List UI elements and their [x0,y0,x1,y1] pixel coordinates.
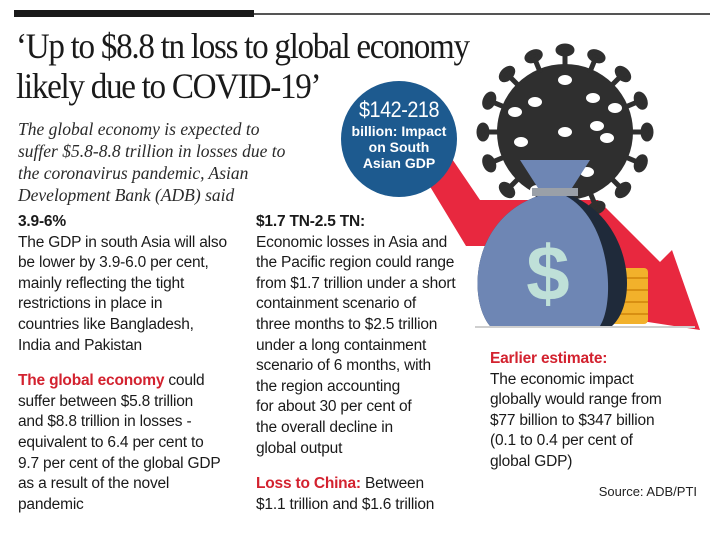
standfirst-line: The global economy is expected to [18,119,260,139]
text-line: India and Pakistan [18,336,142,354]
virus-spike-tip [555,43,575,57]
text-line: Loss to China: Between [256,474,456,495]
text-line: restrictions in place in [18,295,163,313]
virus-dot [586,93,600,103]
text-fragment: Between [360,475,424,493]
virus-spike-tip [498,65,516,83]
text-line: and $8.8 trillion in losses - [18,413,192,431]
text-line: $77 billion to $347 billion [490,411,655,429]
column-south-asia: 3.9-6% The GDP in south Asia will also b… [18,212,227,515]
column-earlier-estimate: Earlier estimate: The economic impact gl… [490,349,662,473]
text-line: the overall decline in [256,418,393,436]
text-line: suffer between $5.8 trillion [18,392,194,410]
headline-line: likely due to COVID-19’ [16,66,322,106]
text-line: globally would range from [490,391,662,409]
badge-line: billion: Impact [351,123,447,139]
text-line: $1.1 trillion and $1.6 trillion [256,495,435,513]
virus-spike-tip [614,65,632,83]
text-line: The global economy could [18,371,227,392]
virus-spike-tip [482,91,497,110]
text-line: scenario of 6 months, with [256,357,431,375]
text-fragment: could [164,372,205,390]
text-line: equivalent to 6.4 per cent to [18,433,204,451]
text-line: under a long containment [256,336,427,354]
text-line: global output [256,439,343,457]
money-bag-icon: $ [477,160,628,326]
text-line: The GDP in south Asia will also [18,233,227,251]
virus-spike-tip [498,181,516,199]
virus-spike-tip [482,154,497,173]
virus-spike-tip [614,181,632,199]
virus-spike-tip [633,154,648,173]
south-asia-impact-badge: $142-218 billion: Impact on South Asian … [341,81,457,197]
highlight-label: The global economy [18,372,165,390]
text-line: global GDP) [490,452,573,470]
standfirst-line: suffer $5.8-8.8 trillion in losses due t… [18,141,286,161]
text-line: The economic impact [490,370,634,388]
text-line: containment scenario of [256,295,416,313]
svg-text:$: $ [526,229,569,317]
standfirst-line: Development Bank (ADB) said [18,185,235,205]
virus-dot [508,107,522,117]
virus-dot [528,97,542,107]
headline: ‘Up to $8.8 tn loss to global economy li… [16,26,531,106]
text-line: three months to $2.5 trillion [256,315,438,333]
column-heading: Earlier estimate: [490,350,608,367]
virus-dot [558,75,572,85]
text-line: as a result of the novel [18,475,170,493]
text-line: Economic losses in Asia and [256,233,448,251]
virus-spike-tip [640,122,654,142]
text-line: the Pacific region could range [256,254,455,272]
virus-spike-tip [633,91,648,110]
text-line: pandemic [18,495,84,513]
badge-line: Asian GDP [362,155,436,171]
text-line: countries like Bangladesh, [18,315,194,333]
virus-spike-tip [587,49,606,64]
badge-value: $142-218 [358,97,440,122]
virus-dot [608,103,622,113]
text-line: (0.1 to 0.4 per cent of [490,432,633,450]
virus-dot [600,133,614,143]
virus-dot [590,121,604,131]
highlight-label: Loss to China: [256,475,361,493]
header-rule-thin [254,13,710,15]
standfirst-line: the coronavirus pandemic, Asian [18,163,249,183]
virus-spike-tip [476,122,490,142]
virus-dot [558,127,572,137]
text-line: for about 30 per cent of [256,398,412,416]
source-credit: Source: ADB/PTI [598,484,697,499]
virus-dot [514,137,528,147]
column-heading: $1.7 TN-2.5 TN: [256,213,365,230]
column-heading: 3.9-6% [18,213,66,230]
text-line: from $1.7 trillion under a short [256,274,456,292]
text-line: mainly reflecting the tight [18,274,185,292]
text-line: be lower by 3.9-6.0 per cent, [18,254,209,272]
badge-line: on South [368,139,430,155]
standfirst: The global economy is expected to suffer… [18,118,285,206]
text-line: 9.7 per cent of the global GDP [18,454,221,472]
text-line: the region accounting [256,377,401,395]
virus-spike-tip [524,49,543,64]
header-rule-thick [14,10,254,17]
headline-line: ‘Up to $8.8 tn loss to global economy [16,26,470,66]
column-asia-pacific: $1.7 TN-2.5 TN: Economic losses in Asia … [256,212,456,515]
